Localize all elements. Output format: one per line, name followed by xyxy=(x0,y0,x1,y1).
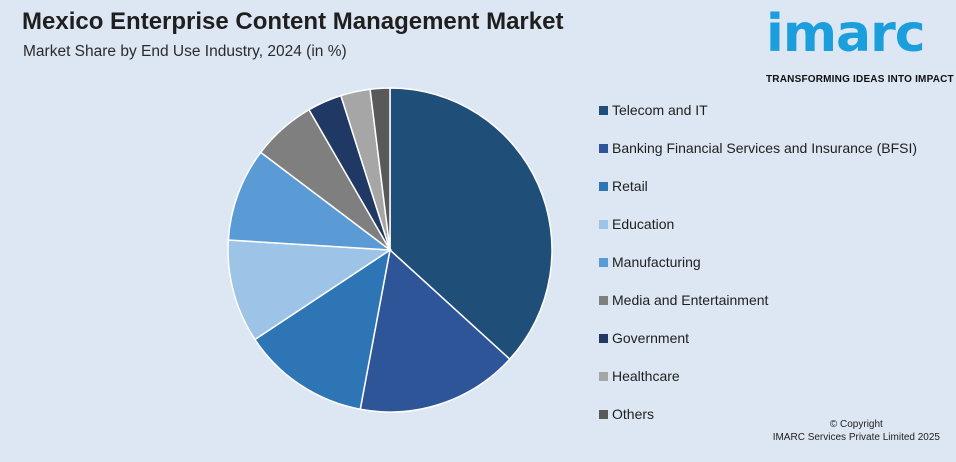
copyright-notice: © Copyright IMARC Services Private Limit… xyxy=(773,418,940,444)
legend-swatch xyxy=(599,106,608,115)
legend-label: Telecom and IT xyxy=(612,102,708,118)
legend-item: Others xyxy=(599,406,917,444)
legend-item: Retail xyxy=(599,178,917,216)
pie-slice-banking-financial-services-and-insurance-bfsi xyxy=(359,248,511,413)
copyright-line-2: IMARC Services Private Limited 2025 xyxy=(772,432,940,443)
legend-swatch xyxy=(599,334,608,343)
legend-swatch xyxy=(599,372,608,381)
pie-slices xyxy=(227,87,553,413)
legend-swatch xyxy=(599,258,608,267)
pie-slice-education xyxy=(227,239,393,341)
legend-label: Education xyxy=(612,216,675,232)
legend-item: Education xyxy=(599,216,917,254)
chart-legend: Telecom and IT Banking Financial Services… xyxy=(599,102,917,444)
legend-swatch xyxy=(599,220,608,229)
legend-item: Telecom and IT xyxy=(599,102,917,140)
pie-chart xyxy=(227,87,553,413)
pie-slice-telecom-and-it xyxy=(389,87,553,361)
legend-item: Manufacturing xyxy=(599,254,917,292)
legend-label: Government xyxy=(612,330,690,346)
legend-label: Manufacturing xyxy=(612,254,701,270)
imarc-logo: imarc TRANSFORMING IDEAS INTO IMPACT xyxy=(760,4,954,88)
chart-subtitle: Market Share by End Use Industry, 2024 (… xyxy=(23,43,347,60)
legend-swatch xyxy=(599,182,608,191)
chart-title: Mexico Enterprise Content Management Mar… xyxy=(22,8,564,35)
legend-item: Healthcare xyxy=(599,368,917,406)
legend-item: Government xyxy=(599,330,917,368)
copyright-line-1: © Copyright xyxy=(829,419,883,430)
pie-slice-others xyxy=(369,87,391,251)
legend-swatch xyxy=(599,296,608,305)
legend-item: Banking Financial Services and Insurance… xyxy=(599,140,917,178)
legend-label: Others xyxy=(612,406,655,422)
legend-swatch xyxy=(599,410,608,419)
legend-label: Retail xyxy=(612,178,648,194)
pie-slice-retail xyxy=(253,248,392,411)
logo-wordmark: imarc xyxy=(766,4,926,64)
legend-swatch xyxy=(599,144,608,153)
logo-tagline: TRANSFORMING IDEAS INTO IMPACT xyxy=(766,74,954,85)
legend-label: Media and Entertainment xyxy=(612,292,769,308)
legend-label: Healthcare xyxy=(612,368,680,384)
legend-label: Banking Financial Services and Insurance… xyxy=(612,140,918,156)
legend-item: Media and Entertainment xyxy=(599,292,917,330)
pie-slice-manufacturing xyxy=(227,151,393,251)
